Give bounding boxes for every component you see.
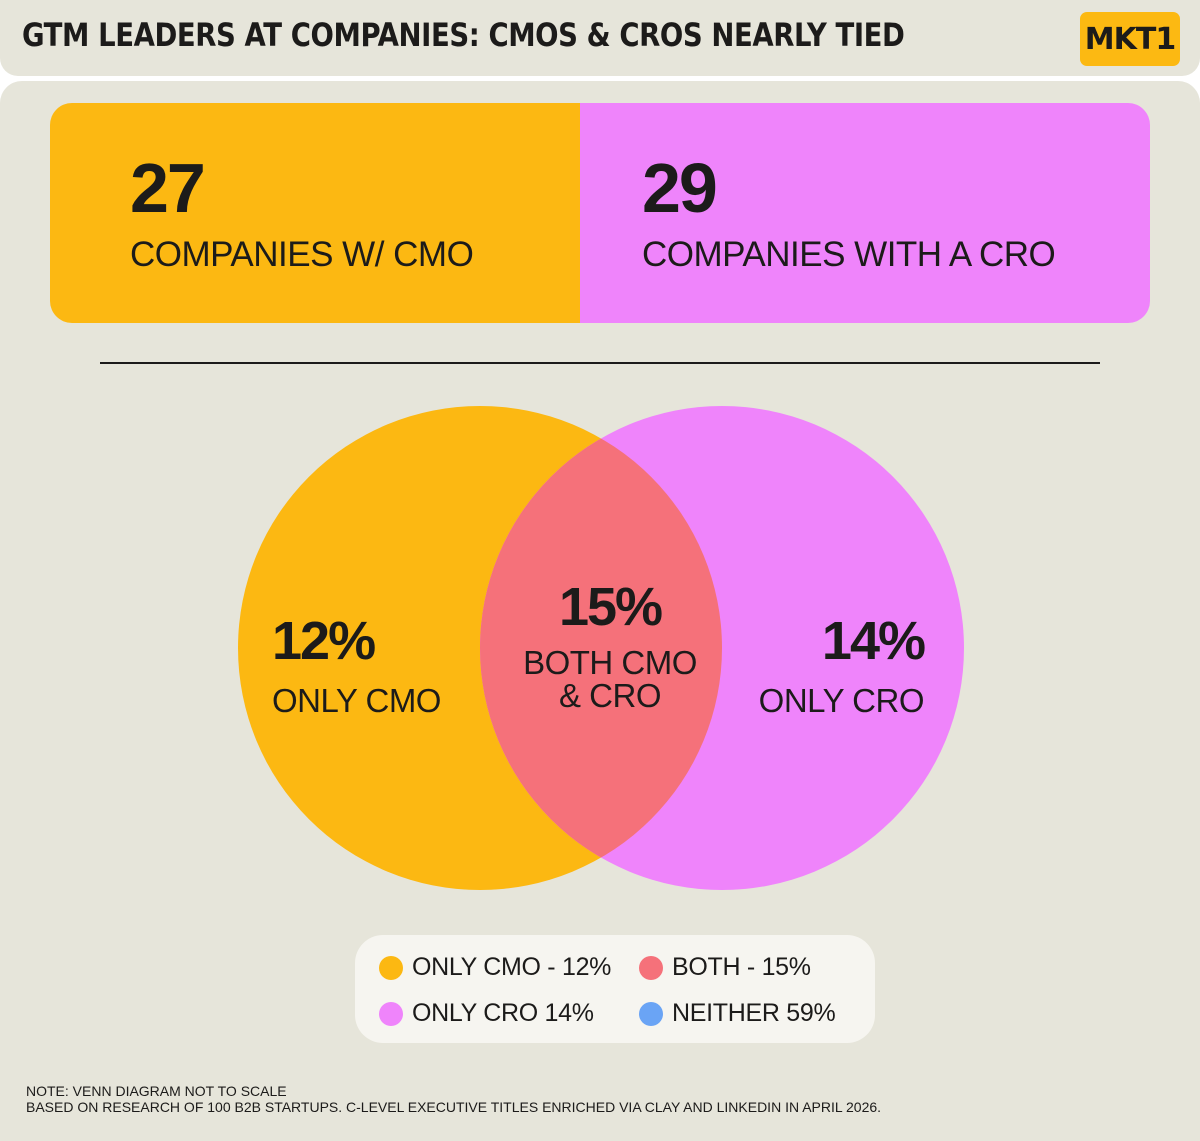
legend-label: ONLY CMO - 12%: [412, 953, 612, 981]
legend-dot-icon: [639, 1001, 663, 1026]
venn-only-cro-label: 14% ONLY CRO: [750, 611, 926, 719]
venn-only-cro-text: ONLY CRO: [758, 682, 925, 719]
legend-dot-icon: [379, 1001, 403, 1026]
stat-cro-number: 29: [642, 149, 718, 227]
stat-cmo-number: 27: [130, 149, 206, 227]
legend-label: ONLY CRO 14%: [412, 999, 594, 1027]
stat-summary: 27 COMPANIES W/ CMO 29 COMPANIES WITH A …: [50, 103, 1150, 323]
stat-cro: 29 COMPANIES WITH A CRO: [580, 103, 1150, 323]
legend-dot-icon: [639, 955, 663, 980]
footnote-line: BASED ON RESEARCH OF 100 B2B STARTUPS. C…: [26, 1099, 882, 1115]
legend-item-both: BOTH - 15%: [639, 953, 811, 982]
venn-only-cmo-label: 12% ONLY CMO: [272, 614, 441, 717]
venn-overlap: [480, 406, 722, 890]
legend: ONLY CMO - 12% BOTH - 15% ONLY CRO 14% N…: [355, 935, 875, 1043]
legend-item-only-cmo: ONLY CMO - 12%: [379, 953, 611, 982]
legend-label: BOTH - 15%: [672, 953, 811, 981]
header-bar: GTM LEADERS AT COMPANIES: CMOS & CROS NE…: [0, 0, 1200, 76]
mkt1-logo: MKT1: [1080, 12, 1180, 66]
legend-label: NEITHER 59%: [672, 999, 836, 1027]
venn-only-cmo-value: 12%: [272, 611, 376, 671]
venn-only-cro-value: 14%: [821, 611, 926, 671]
footnotes: NOTE: VENN DIAGRAM NOT TO SCALE BASED ON…: [26, 1083, 881, 1115]
stat-cmo: 27 COMPANIES W/ CMO: [50, 103, 580, 323]
divider-line: [100, 362, 1100, 364]
legend-item-only-cro: ONLY CRO 14%: [379, 999, 594, 1028]
legend-dot-icon: [379, 955, 403, 980]
stat-cmo-label: COMPANIES W/ CMO: [130, 235, 474, 274]
venn-both-value: 15%: [558, 577, 663, 637]
page-title: GTM LEADERS AT COMPANIES: CMOS & CROS NE…: [22, 16, 905, 54]
stat-cro-label: COMPANIES WITH A CRO: [642, 235, 1056, 274]
venn-both-text-line1: BOTH CMO: [523, 644, 697, 681]
legend-item-neither: NEITHER 59%: [639, 999, 836, 1028]
venn-only-cmo-text: ONLY CMO: [272, 682, 441, 719]
footnote-line: NOTE: VENN DIAGRAM NOT TO SCALE: [26, 1083, 287, 1099]
venn-both-label: 15% BOTH CMO & CRO: [500, 580, 720, 712]
venn-both-text-line2: & CRO: [558, 677, 662, 714]
